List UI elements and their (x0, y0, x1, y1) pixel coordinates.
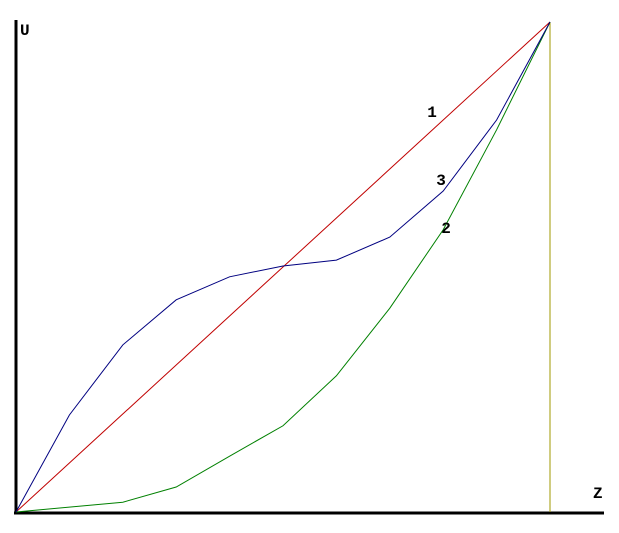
series-label: 1 (427, 104, 437, 122)
y-axis-label: U (20, 22, 30, 40)
series-label: 3 (436, 172, 446, 190)
line-series (15, 21, 551, 513)
series-label: 2 (441, 220, 451, 238)
line-series (15, 21, 551, 513)
x-axis-label: Z (593, 485, 603, 503)
line-series (15, 21, 551, 513)
